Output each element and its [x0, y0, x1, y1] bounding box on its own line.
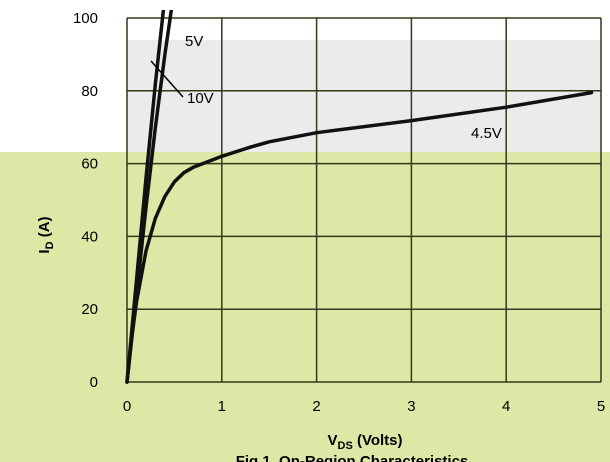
plot-background-upper: [127, 40, 601, 152]
x-tick-labels: 0 1 2 3 4 5: [123, 398, 605, 415]
y-tick-label: 40: [81, 228, 98, 245]
x-axis-title-rest: (Volts): [353, 432, 403, 449]
y-axis-title-rest: (A): [36, 216, 53, 241]
y-axis-title: ID (A): [36, 216, 56, 253]
figure-caption: Fig 1. On-Region Characteristics: [236, 453, 469, 462]
y-tick-label: 0: [90, 374, 98, 391]
grid: [126, 17, 602, 383]
x-tick-label: 1: [218, 398, 226, 415]
x-axis-title-subscript: DS: [338, 440, 353, 452]
y-axis-title-subscript: D: [44, 241, 56, 249]
series-label-10v: 10V: [187, 90, 214, 107]
x-tick-label: 2: [312, 398, 320, 415]
curves: [125, 10, 594, 384]
y-tick-label: 20: [81, 301, 98, 318]
x-tick-label: 5: [597, 398, 605, 415]
x-tick-label: 3: [407, 398, 415, 415]
x-axis-title: VDS (Volts): [327, 432, 402, 452]
x-axis-title-main: V: [327, 432, 337, 449]
series-line-4-5v: [125, 90, 594, 384]
y-tick-labels: 0 20 40 60 80 100: [73, 10, 98, 391]
x-tick-label: 0: [123, 398, 131, 415]
y-tick-label: 100: [73, 10, 98, 27]
y-tick-label: 80: [81, 83, 98, 100]
series-label-5v: 5V: [185, 33, 203, 50]
series-label-4-5v: 4.5V: [471, 125, 502, 142]
series-leader-10v: [150, 60, 184, 98]
y-tick-label: 60: [81, 156, 98, 173]
x-tick-label: 4: [502, 398, 510, 415]
y-axis-title-main: I: [36, 249, 53, 253]
plot-background-lower: [0, 152, 610, 462]
